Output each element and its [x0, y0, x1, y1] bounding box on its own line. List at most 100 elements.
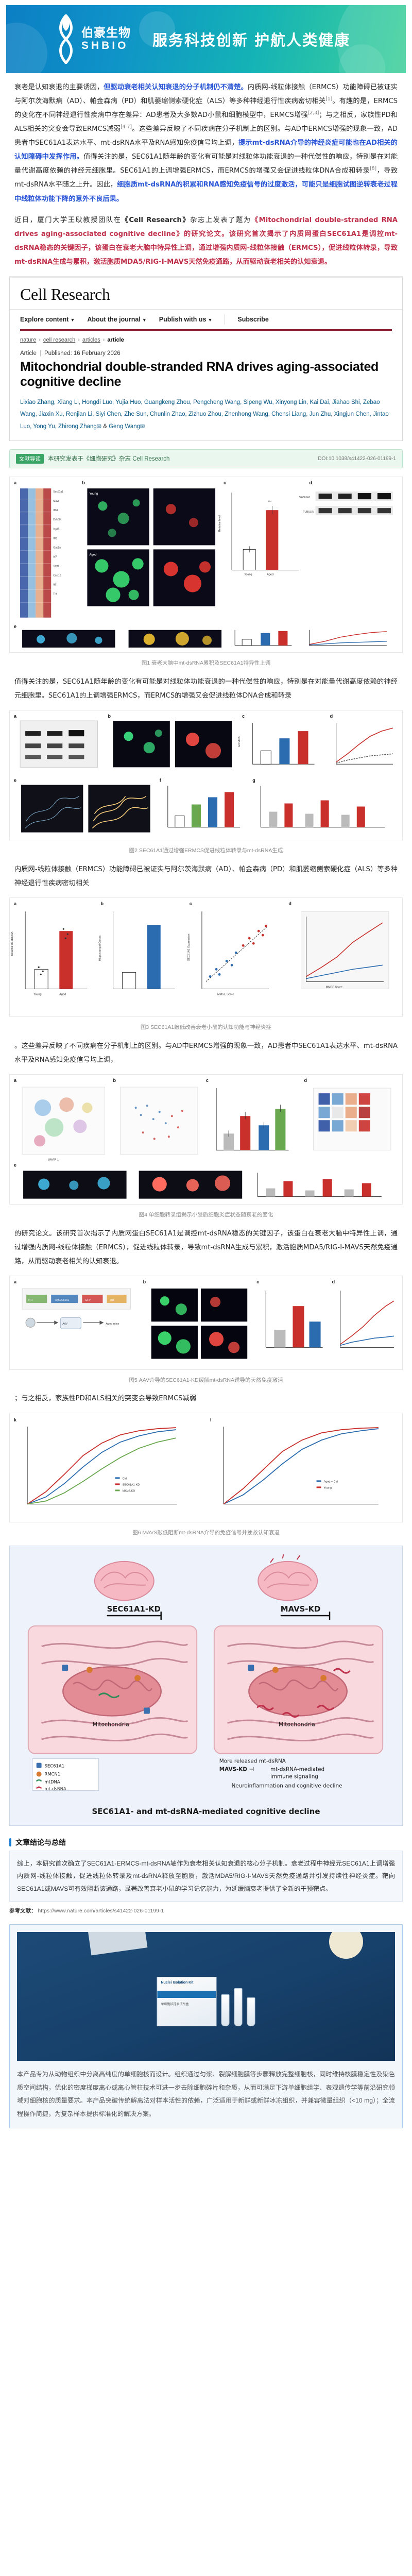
brand-logo: 伯豪生物 SHBIO: [56, 14, 131, 64]
product-promo: Nuclei Isolation Kit 单细胞核提取试剂盒 本产品专为从动物组…: [9, 1924, 403, 2129]
svg-text:c: c: [206, 1078, 209, 1083]
journal-accent-rule: [20, 329, 392, 331]
svg-text:Aged + Ctrl: Aged + Ctrl: [324, 1481, 338, 1484]
nav-subscribe[interactable]: Subscribe: [237, 315, 269, 323]
schematic-note-1: More released mt-dsRNA: [219, 1758, 286, 1764]
svg-text:SEC61A1-KD: SEC61A1-KD: [123, 1484, 140, 1487]
article-page: 伯豪生物 SHBIO 服务科技创新 护航人类健康 衰老是认知衰退的主要诱因，但驱…: [0, 5, 412, 2129]
reagent-tube-1: [221, 1994, 230, 2026]
svg-text:a: a: [14, 1279, 17, 1284]
brand-logo-text: 伯豪生物 SHBIO: [81, 27, 131, 52]
svg-text:f: f: [160, 778, 162, 783]
svg-text:d: d: [332, 1279, 335, 1284]
figure-5-caption: 图5 AAV介导的SEC61A1-KD缓解mt-dsRNA诱导的天然免疫激活: [129, 1377, 283, 1383]
breadcrumb-nature[interactable]: nature: [20, 336, 37, 343]
svg-text:mtDNA: mtDNA: [45, 1779, 60, 1784]
decor-blob-2: [139, 11, 175, 47]
svg-text:c: c: [256, 1279, 259, 1284]
svg-text:Ctrl: Ctrl: [123, 1478, 127, 1481]
intro-p2-c: 的研究论文。该研究首次揭示了内质网蛋白SEC61A1是调控mt-dsRNA稳态的…: [14, 230, 398, 266]
author-corresponding[interactable]: Geng Wang: [109, 423, 141, 430]
citation-ref-3: [4-7]: [121, 124, 132, 130]
figure-5: a ITR shSEC61A1 GFP ITR AAV: [9, 1276, 403, 1384]
svg-text:Tnf: Tnf: [53, 592, 57, 596]
nav-publish-with-us[interactable]: Publish with us ▼: [159, 316, 213, 323]
body-paragraph-5: ；与之相反，家族性PD和ALS相关的突变会导致ERMCS减弱: [14, 1392, 398, 1405]
nav-explore-content[interactable]: Explore content ▼: [20, 316, 75, 323]
figure-3: a Relative mt-dsRNA Young Aged b Hippoca…: [9, 897, 403, 1032]
body-section-5: ；与之相反，家族性PD和ALS相关的突变会导致ERMCS减弱: [0, 1392, 412, 1405]
figure-1-image: a Sec61a1 Mavs: [9, 476, 403, 653]
svg-text:d: d: [288, 901, 291, 906]
svg-text:e: e: [14, 778, 16, 783]
author-names[interactable]: Lixiao Zhang, Xiang Li, Hongdi Luo, Yuji…: [20, 399, 389, 430]
svg-text:Stat1: Stat1: [53, 565, 59, 568]
breadcrumb-sep: ›: [78, 336, 80, 343]
svg-text:a: a: [14, 1078, 17, 1083]
dna-helix-icon: [56, 14, 76, 64]
kit-box-subtitle: 单细胞核提取试剂盒: [161, 2003, 189, 2006]
svg-text:SEC61A1 Expression: SEC61A1 Expression: [187, 934, 191, 961]
svg-text:ERMCS: ERMCS: [238, 736, 241, 747]
reading-note-bar: 文献导读 本研究发表于《细胞研究》杂志 Cell Research DOI:10…: [9, 449, 403, 468]
body-section-1: 值得关注的是，SEC61A1随年龄的变化有可能是对线粒体功能衰退的一种代偿性的响…: [0, 675, 412, 703]
svg-text:k: k: [14, 1417, 17, 1422]
intro-p1-h: 值得关注的是，SEC61A1随年龄的变化有可能是对线粒体功能衰退的一种代偿性的响…: [14, 153, 398, 175]
body-p4-text: 的研究论文。该研究首次揭示了内质网蛋白SEC61A1是调控mt-dsRNA稳态的…: [14, 1229, 398, 1265]
figure-2-image: a b: [9, 710, 403, 840]
schematic-right-cell: Mitochondria More released mt-dsRNA MAVS…: [213, 1625, 384, 1789]
chevron-down-icon: ▼: [142, 317, 147, 323]
reagent-tube-3: [247, 1997, 255, 2026]
body-paragraph-4: 的研究论文。该研究首次揭示了内质网蛋白SEC61A1是调控mt-dsRNA稳态的…: [14, 1227, 398, 1268]
note-text: 本研究发表于《细胞研究》杂志 Cell Research: [48, 456, 170, 462]
decor-blob-1: [6, 23, 47, 73]
breadcrumb-current: article: [107, 336, 124, 343]
svg-text:Ifih1: Ifih1: [53, 509, 58, 512]
figure-5-image: a ITR shSEC61A1 GFP ITR AAV: [9, 1276, 403, 1370]
svg-text:Young: Young: [33, 993, 41, 996]
envelope-icon-2[interactable]: ✉: [140, 423, 145, 430]
summary-heading: 文章结论与总结: [15, 1838, 66, 1846]
svg-text:Mavs: Mavs: [53, 500, 59, 503]
svg-text:b: b: [82, 480, 85, 485]
svg-text:Relative mt-dsRNA: Relative mt-dsRNA: [11, 931, 14, 956]
intro-paragraph-2: 近日，厦门大学王耿教授团队在《Cell Research》杂志上发表了题为《Mi…: [14, 213, 398, 269]
envelope-icon[interactable]: ✉: [96, 423, 101, 430]
svg-text:Young: Young: [89, 493, 98, 496]
brand-name-en: SHBIO: [81, 40, 129, 52]
body-section-4: 的研究论文。该研究首次揭示了内质网蛋白SEC61A1是调控mt-dsRNA稳态的…: [0, 1227, 412, 1268]
svg-text:shSEC61A1: shSEC61A1: [55, 1299, 69, 1302]
svg-text:b: b: [143, 1279, 146, 1284]
nav-about-journal[interactable]: About the journal ▼: [87, 316, 146, 323]
svg-text:Ddx58: Ddx58: [53, 518, 61, 521]
schematic-legend: SEC61A1 RMCN1 mtDNA mt-dsRNA: [32, 1758, 99, 1791]
breadcrumb: nature › cell research › articles › article: [10, 331, 402, 343]
svg-text:***: ***: [268, 501, 272, 504]
schematic-diagram: SEC61A1-KD MAVS-KD: [17, 1554, 395, 1800]
reference-url[interactable]: https://www.nature.com/articles/s41422-0…: [38, 1908, 164, 1914]
svg-text:e: e: [14, 1163, 16, 1168]
schematic-note-4: Neuroinflammation and cognitive decline: [232, 1783, 342, 1789]
schematic-note-3: mt-dsRNA-mediated: [270, 1766, 324, 1772]
svg-text:Aged: Aged: [89, 553, 96, 556]
nav-about-journal-label: About the journal: [87, 315, 141, 323]
intro-p1-highlight-2: 提示mt-dsRNA介导的神经炎症可能也在AD相关的认知障碍中发挥作用。: [14, 139, 398, 161]
citation-ref-4: [8]: [370, 166, 376, 172]
svg-text:Sec61a1: Sec61a1: [53, 490, 63, 494]
kit-box: Nuclei Isolation Kit 单细胞核提取试剂盒: [157, 1976, 217, 2026]
breadcrumb-articles[interactable]: articles: [82, 336, 100, 343]
svg-text:c: c: [242, 714, 245, 719]
schematic-right-organelle: Mitochondria: [279, 1721, 315, 1727]
figure-3-image: a Relative mt-dsRNA Young Aged b Hippoca…: [9, 897, 403, 1018]
brand-name-cn: 伯豪生物: [81, 26, 131, 40]
article-title: Mitochondrial double-stranded RNA drives…: [20, 359, 379, 389]
svg-text:l: l: [210, 1417, 212, 1422]
svg-text:a: a: [14, 901, 17, 906]
svg-text:g: g: [252, 778, 255, 783]
article-published-date: Published: 16 February 2026: [44, 350, 121, 357]
breadcrumb-cell-research[interactable]: cell research: [43, 336, 76, 343]
citation-ref-2: [2,3]: [308, 110, 319, 116]
article-meta: Article | Published: 16 February 2026: [10, 343, 402, 357]
svg-text:UMAP-1: UMAP-1: [48, 1159, 59, 1162]
svg-text:MMSE Score: MMSE Score: [326, 986, 342, 989]
